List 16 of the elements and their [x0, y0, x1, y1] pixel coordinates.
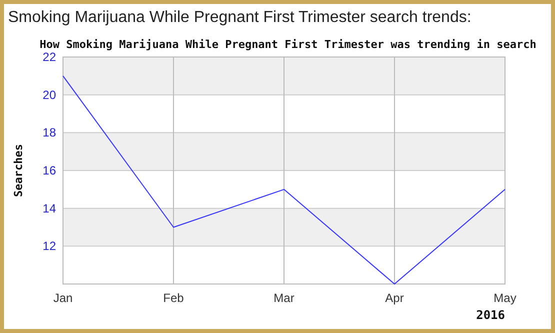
x-tick-label: May [494, 291, 516, 305]
y-tick-label: 16 [42, 164, 56, 178]
x-tick-label: Jan [53, 291, 73, 305]
y-tick-label: 18 [42, 126, 56, 140]
text: 2016 [476, 308, 505, 322]
x-tick-label: Feb [163, 291, 184, 305]
chart-subtitle: How Smoking Marijuana While Pregnant First Trimester was trending in search [40, 38, 536, 51]
y-tick-label: 22 [42, 50, 56, 64]
y-tick-label: 14 [42, 201, 56, 216]
y-tick-label: 20 [42, 88, 56, 102]
chart-title: Smoking Marijuana While Pregnant First Trimester search trends: [8, 9, 472, 26]
x-tick-label: Mar [274, 291, 294, 305]
y-tick-label: 12 [42, 239, 56, 254]
y-axis-title: Searches [12, 144, 25, 197]
line-series [62, 75, 506, 284]
x-tick-label: Apr [385, 291, 404, 305]
